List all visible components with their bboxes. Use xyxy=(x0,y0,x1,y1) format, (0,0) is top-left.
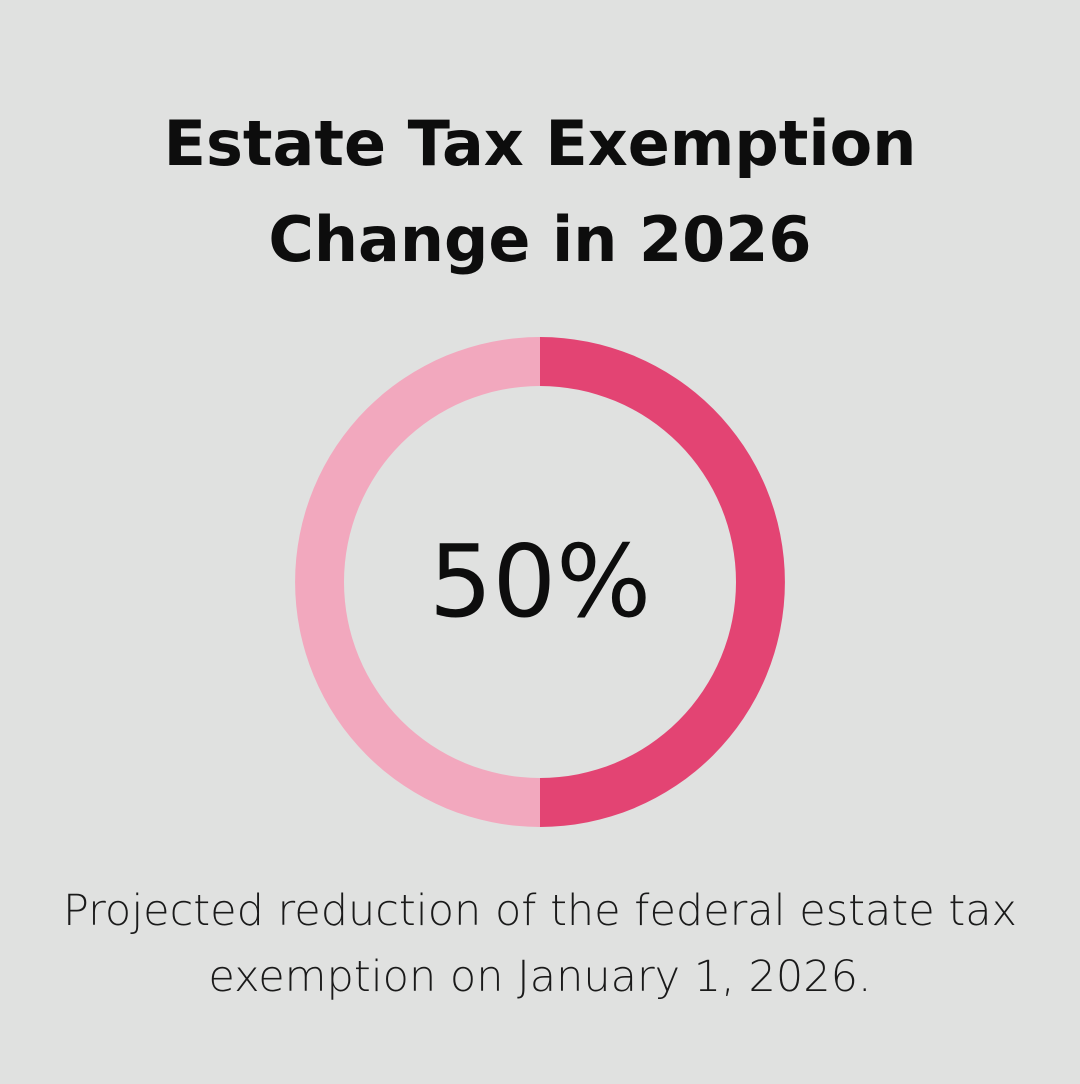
donut-slice-highlight xyxy=(540,337,785,827)
chart-title-line-2: Change in 2026 xyxy=(268,203,812,276)
donut-chart xyxy=(295,337,785,827)
chart-title-line-1: Estate Tax Exemption xyxy=(163,107,917,180)
chart-caption: Projected reduction of the federal estat… xyxy=(40,878,1040,1010)
donut-slice-remainder xyxy=(295,337,540,827)
donut-center-value: 50% xyxy=(428,523,652,640)
chart-caption-line-2: exemption on January 1, 2026. xyxy=(208,952,872,1002)
chart-caption-line-1: Projected reduction of the federal estat… xyxy=(63,886,1017,936)
chart-title: Estate Tax Exemption Change in 2026 xyxy=(60,96,1020,288)
donut-slices xyxy=(295,337,785,827)
